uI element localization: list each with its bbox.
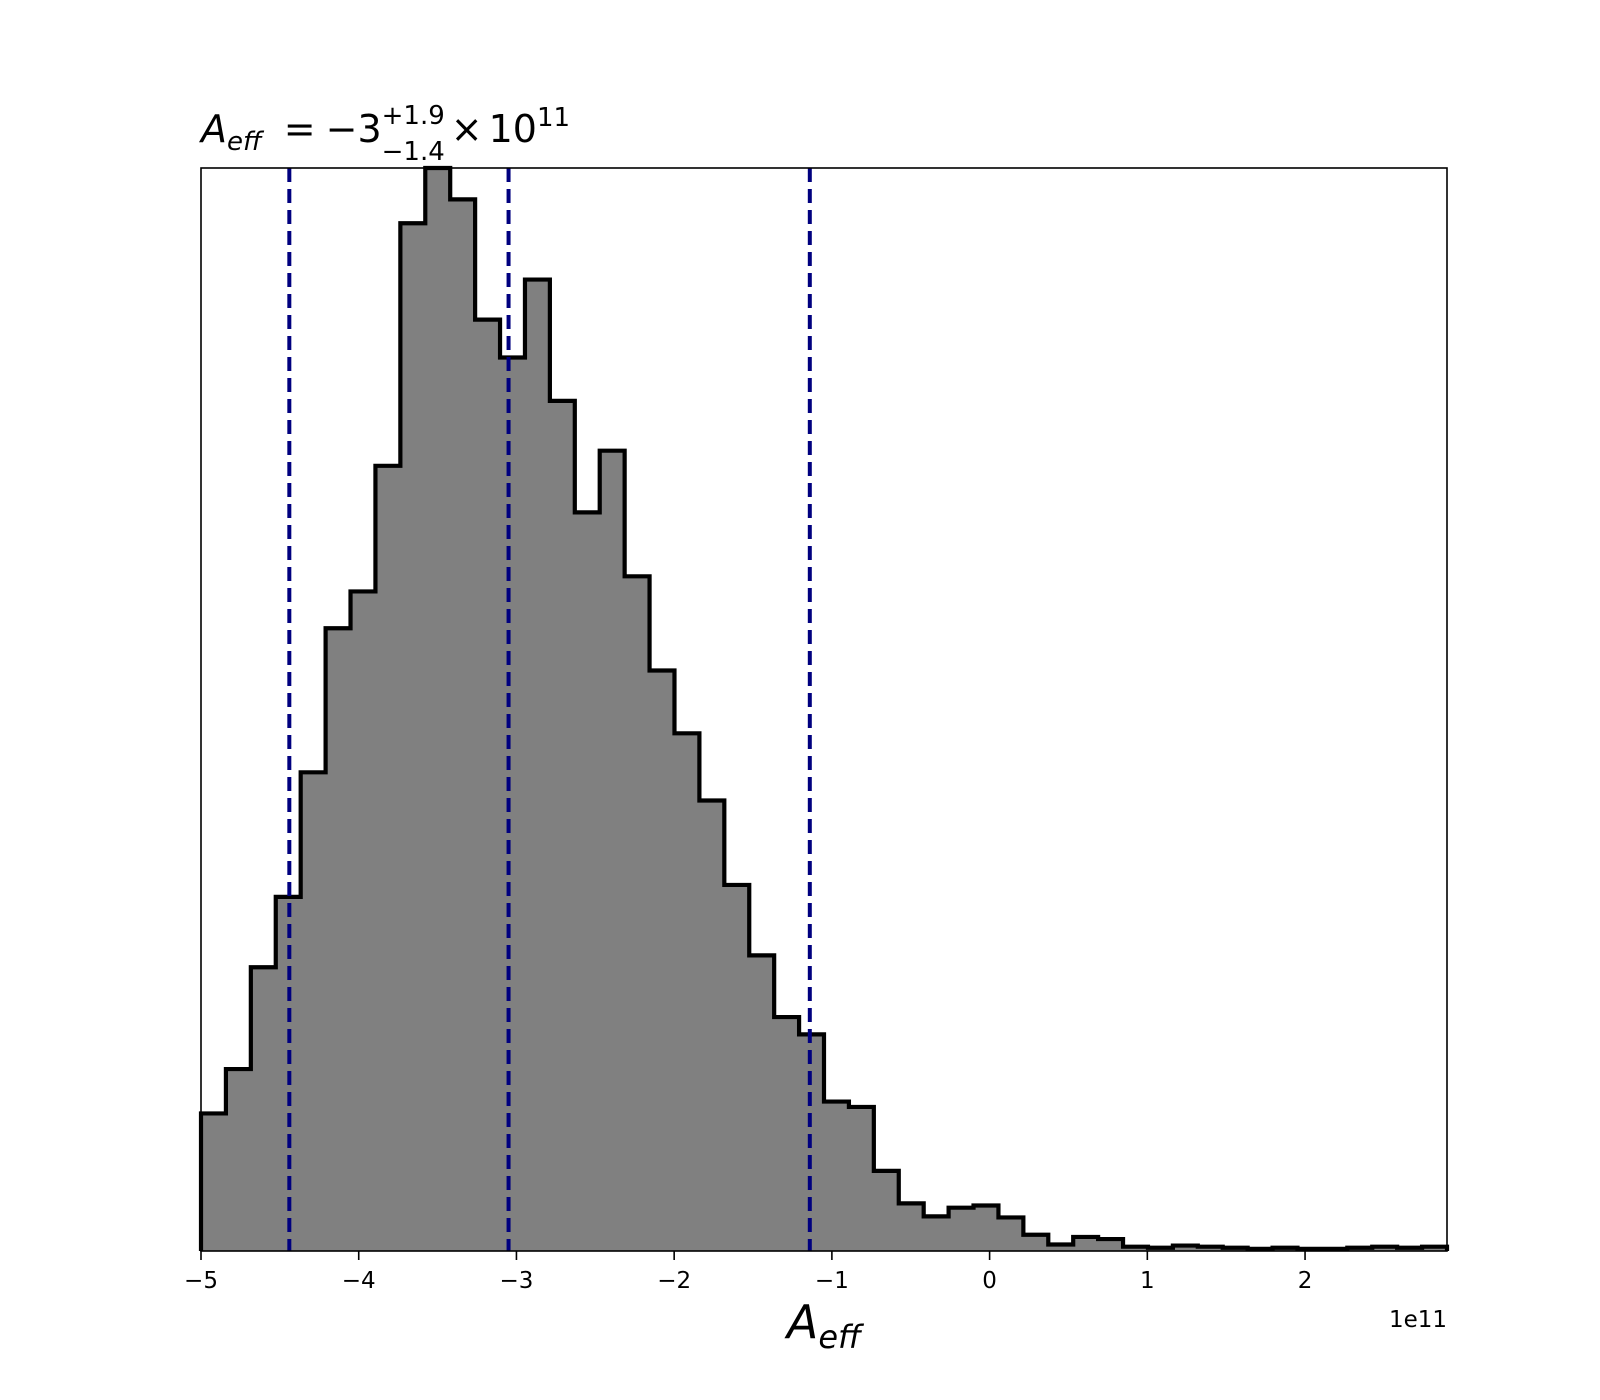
histogram-bar xyxy=(1023,1234,1049,1251)
quantile-lines xyxy=(287,168,812,1251)
title-median: −3 xyxy=(326,107,382,151)
histogram-bar xyxy=(948,1207,974,1251)
histogram-bar xyxy=(201,1113,227,1251)
histogram-bar xyxy=(848,1106,875,1251)
plot-frame xyxy=(200,167,1448,1252)
histogram-bar xyxy=(325,628,351,1251)
histogram-bar xyxy=(898,1203,925,1251)
x-tick-label: −2 xyxy=(657,1268,691,1294)
xlabel-symbol-sub: eff xyxy=(818,1318,865,1356)
title-symbol: A xyxy=(198,107,227,151)
histogram-bar xyxy=(1372,1246,1398,1251)
histogram-bar xyxy=(599,450,626,1252)
histogram-bar xyxy=(1422,1246,1448,1251)
histogram-bar xyxy=(549,400,576,1252)
x-axis-ticks: −5 −4 −3 −2 −1 0 1 2 xyxy=(184,1251,1312,1294)
histogram-bar xyxy=(923,1216,949,1251)
histogram-bar xyxy=(699,800,725,1251)
histogram-bar xyxy=(350,591,376,1251)
histogram-bar xyxy=(674,733,700,1251)
x-tick-label: −3 xyxy=(499,1268,533,1294)
histogram-bar xyxy=(1048,1244,1074,1251)
histogram-bar xyxy=(824,1101,850,1251)
histogram-bar xyxy=(300,772,326,1251)
x-tick-label: −4 xyxy=(342,1268,376,1294)
title-equals: = xyxy=(284,107,316,151)
title-symbol-sub: eff xyxy=(227,127,265,157)
x-tick-label: 0 xyxy=(982,1268,997,1294)
title-upper-error: +1.9 xyxy=(382,101,445,131)
histogram-bar xyxy=(1197,1246,1224,1251)
histogram-bar xyxy=(574,512,601,1251)
title-times: × xyxy=(451,107,483,151)
histogram-bar xyxy=(624,576,650,1251)
histogram-outline xyxy=(198,165,1450,1251)
histogram-bar xyxy=(425,168,451,1251)
histogram-bar xyxy=(375,465,401,1251)
histogram-bar xyxy=(250,967,277,1251)
histogram-bar xyxy=(1123,1246,1149,1251)
histogram-bar xyxy=(998,1217,1024,1251)
histogram-bars xyxy=(198,165,1450,1252)
histogram-bar xyxy=(1098,1239,1124,1251)
x-tick-label: −1 xyxy=(815,1268,849,1294)
histogram-bar xyxy=(774,1017,800,1251)
x-axis-offset-label: 1e11 xyxy=(1389,1307,1447,1333)
chart-title: Aeff = −3+1.9 −1.4× 1011 xyxy=(198,101,570,167)
histogram-bar xyxy=(649,670,675,1251)
title-lower-error: −1.4 xyxy=(382,137,445,167)
histogram-bar xyxy=(500,357,526,1251)
histogram-bar xyxy=(973,1205,999,1251)
histogram-bar xyxy=(1172,1245,1199,1251)
histogram-bar xyxy=(400,223,426,1251)
title-exponent: 11 xyxy=(537,103,570,133)
xlabel-symbol: A xyxy=(784,1295,818,1349)
histogram-bar xyxy=(873,1170,900,1251)
title-base: 10 xyxy=(489,107,537,151)
histogram-bar xyxy=(1073,1236,1099,1251)
histogram-bar xyxy=(524,279,551,1251)
histogram-bar xyxy=(724,884,750,1251)
x-axis-label: Aeff xyxy=(784,1295,865,1356)
x-tick-label: 2 xyxy=(1298,1268,1313,1294)
histogram-bar xyxy=(475,319,501,1251)
x-tick-label: −5 xyxy=(184,1268,218,1294)
x-tick-label: 1 xyxy=(1140,1268,1155,1294)
histogram-bar xyxy=(225,1069,252,1251)
histogram-bar xyxy=(450,199,476,1252)
histogram-bar xyxy=(749,955,775,1251)
